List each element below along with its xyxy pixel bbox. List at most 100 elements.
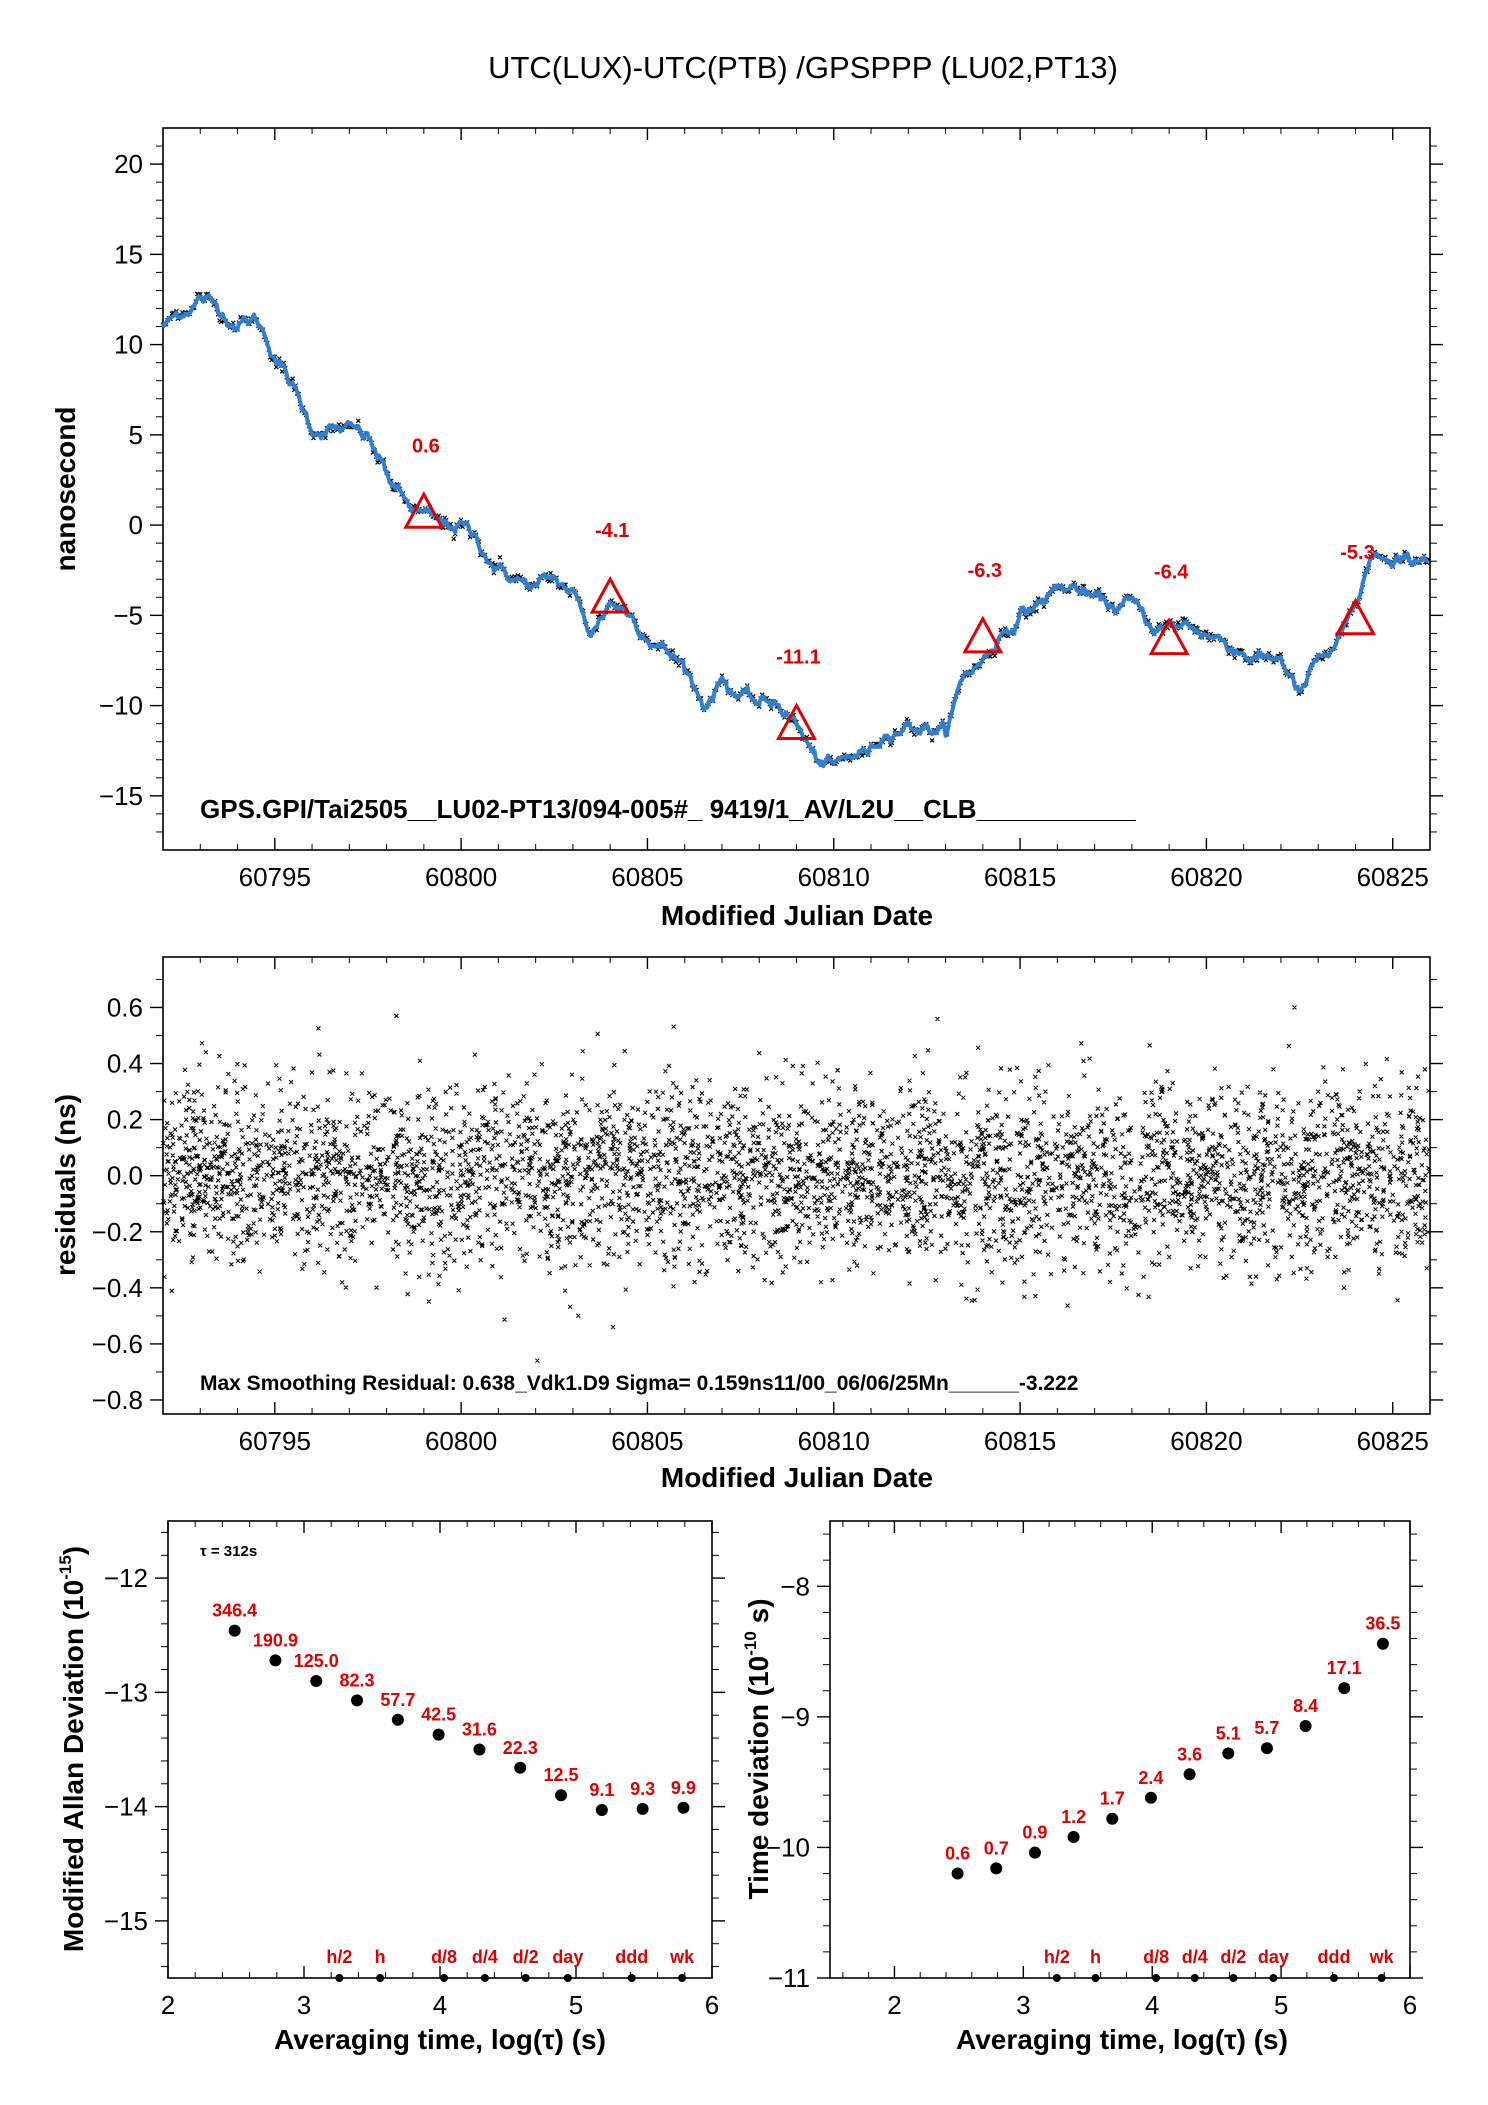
y-tick-label: 0.2 [107,1105,143,1135]
deviation-point [269,1654,282,1667]
y-tick-label: −12 [104,1563,148,1593]
y-tick-label: −9 [780,1702,810,1732]
marker-value-label: -6.4 [1154,562,1189,584]
deviation-value-label: 3.6 [1177,1744,1202,1764]
deviation-point [990,1862,1003,1875]
marker-value-label: -11.1 [776,646,820,668]
x-axis-label: Modified Julian Date [661,900,933,931]
deviation-value-label: 42.5 [421,1705,456,1725]
deviation-point [636,1802,649,1815]
figure-title: UTC(LUX)-UTC(PTB) /GPSPPP (LU02,PT13) [488,50,1118,85]
panel-time-deviation: 2 3 4 5 6 −8 −9 −10 −11 0.6 0.7 0.9 1.2 1.7 2.4 3.6 5.1… [741,1520,1423,2055]
deviation-point [432,1728,445,1741]
plot-frame [829,1520,1411,1979]
x-tick-label: 3 [297,1990,311,2020]
x-tick-label: 60800 [425,1426,497,1456]
deviation-value-label: 0.7 [984,1838,1009,1858]
deviation-point [1299,1719,1312,1732]
x-tick-label: 5 [569,1990,583,2020]
interval-marker-dot [1229,1974,1238,1982]
y-axis-label: Modified Allan Deviation (10-15) [56,1546,89,1952]
interval-marker-label: ddd [615,1947,648,1967]
marker-value-label: 0.6 [412,435,440,457]
x-tick-label: 60805 [611,1426,683,1456]
y-axis-label-exponent: -15 [56,1555,75,1580]
y-tick-label: −0.8 [92,1385,143,1415]
deviation-value-label: 12.5 [544,1765,579,1785]
deviation-value-label: 36.5 [1365,1614,1400,1634]
deviation-point [1222,1747,1235,1760]
calibration-marker-triangle [1334,597,1376,636]
marker-value-label: -5.3 [1340,542,1374,564]
deviation-value-label: 9.3 [630,1779,655,1799]
y-axis-label-main: Modified Allan Deviation (10 [58,1580,89,1952]
y-tick-label: 10 [114,330,143,360]
interval-marker-dot [1052,1974,1061,1982]
interval-marker-label: d/4 [1182,1947,1208,1967]
y-axis-label-tail: ) [58,1546,89,1555]
deviation-point [228,1624,241,1637]
x-tick-label: 4 [433,1990,447,2020]
interval-marker-dot [1091,1974,1100,1982]
x-tick-label: 60825 [1357,862,1429,892]
y-tick-label: −5 [113,600,143,630]
deviation-point [473,1743,486,1756]
deviation-value-label: 5.1 [1216,1723,1241,1743]
deviation-point [1144,1791,1157,1804]
info-text: Max Smoothing Residual: 0.638_Vdk1.D9 Si… [200,1372,1078,1395]
y-tick-label: −14 [104,1792,148,1822]
y-tick-label: −10 [766,1832,810,1862]
deviation-value-label: 17.1 [1327,1658,1362,1678]
deviation-value-label: 190.9 [253,1630,298,1650]
marker-value-label: -6.3 [968,560,1002,582]
interval-marker-label: h/2 [1044,1947,1070,1967]
x-tick-label: 6 [705,1990,719,2020]
deviation-value-label: 346.4 [212,1601,257,1621]
interval-marker-dot [1269,1974,1278,1982]
interval-marker-dot [1152,1974,1161,1982]
interval-marker-dot [480,1974,489,1982]
interval-marker-label: wk [669,1947,695,1967]
deviation-value-label: 1.2 [1061,1807,1086,1827]
x-tick-label: 60810 [798,862,870,892]
x-tick-label: 6 [1403,1990,1417,2020]
y-tick-label: −0.2 [92,1217,143,1247]
y-axis-label-main: Time deviation (10 [743,1656,774,1900]
interval-marker-dot [1377,1974,1386,1982]
x-tick-label: 4 [1145,1990,1159,2020]
deviation-point [677,1801,690,1814]
interval-marker-dot [627,1974,636,1982]
axis-ticks: 60795 60800 60805 60810 60815 60820 60825 20 15 1… [99,128,1443,892]
x-tick-label: 2 [161,1990,175,2020]
deviation-value-label: 9.9 [671,1778,696,1798]
interval-marker-dot [335,1974,344,1982]
interval-marker-dot [376,1974,385,1982]
interval-marker-label: day [552,1947,583,1967]
plot-frame [167,1520,713,1979]
residual-point-cloud [160,1005,1432,1364]
marker-layer: 0.6 -4.1 -11.1 -6.3 -6.4 -5.3 [403,435,1376,740]
y-axis-label-tail: s) [743,1598,774,1631]
deviation-value-label: 0.6 [945,1844,970,1864]
deviation-point [1338,1682,1351,1695]
deviation-value-label: 125.0 [294,1651,339,1671]
x-tick-label: 5 [1274,1990,1288,2020]
x-axis-label: Averaging time, log(τ) (s) [956,2024,1288,2055]
deviation-point [310,1674,323,1687]
x-tick-label: 60815 [984,862,1056,892]
x-tick-label: 60810 [798,1426,870,1456]
x-axis-label: Averaging time, log(τ) (s) [274,2024,606,2055]
x-tick-label: 60805 [611,862,683,892]
deviation-value-label: 22.3 [503,1738,538,1758]
x-axis-label: Modified Julian Date [661,1462,933,1493]
y-tick-label: −0.4 [92,1273,143,1303]
panel-residuals: 60795 60800 60805 60810 60815 60820 60825 0.6 0.… [50,956,1443,1493]
calibration-marker-triangle [1148,617,1190,656]
deviation-value-label: 0.9 [1022,1823,1047,1843]
interval-marker-dot [678,1974,687,1982]
interval-marker-label: d/2 [1220,1947,1246,1967]
y-tick-label: 20 [114,149,143,179]
deviation-value-label: 31.6 [462,1720,497,1740]
y-tick-label: −15 [99,781,143,811]
